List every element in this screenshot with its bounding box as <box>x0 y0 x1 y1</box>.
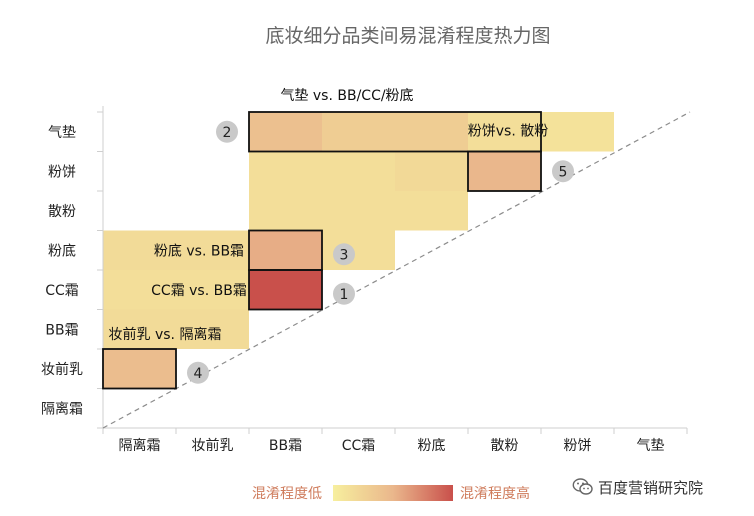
y-tick-label: 粉饼 <box>48 164 76 180</box>
heatmap-cell <box>249 270 322 310</box>
heatmap-cell <box>103 270 176 310</box>
y-tick-label: BB霜 <box>45 322 78 338</box>
callout-number: 2 <box>223 125 232 141</box>
heatmap-cell <box>322 191 395 231</box>
heatmap-cell <box>541 112 614 152</box>
y-tick-label: 妆前乳 <box>41 361 83 378</box>
heatmap-cell <box>103 309 176 349</box>
highlight-label: CC霜 vs. BB霜 <box>151 283 247 299</box>
y-tick-label: 散粉 <box>48 204 76 220</box>
heatmap-cell <box>176 230 249 270</box>
x-tick-label: BB霜 <box>269 438 302 454</box>
callout-number: 3 <box>340 247 349 263</box>
highlight-label: 粉底 vs. BB霜 <box>154 243 244 259</box>
x-tick-label: CC霜 <box>342 438 376 454</box>
heatmap-cell <box>103 230 176 270</box>
highlight-box <box>248 111 542 153</box>
heatmap-cell <box>249 112 322 152</box>
heatmap-cell <box>395 112 468 152</box>
watermark-text: 百度营销研究院 <box>598 478 704 497</box>
watermark: 百度营销研究院 <box>572 474 742 500</box>
highlight-label: 粉饼vs. 散粉 <box>468 124 548 140</box>
heatmap-cell <box>176 309 249 349</box>
callout-badge <box>187 361 209 384</box>
x-tick-label: 隔离霜 <box>119 437 161 454</box>
chart-title: 底妆细分品类间易混淆程度热力图 <box>265 25 550 47</box>
heatmap-cell <box>249 151 322 191</box>
heatmap-cell <box>468 112 541 152</box>
y-tick-label: 粉底 <box>48 243 76 259</box>
y-tick-label: 气垫 <box>48 125 76 141</box>
wechat-icon <box>572 478 593 495</box>
y-tick-label: 隔离霜 <box>41 400 83 417</box>
x-tick-label: 散粉 <box>491 438 519 454</box>
callout-badge <box>552 160 574 183</box>
heatmap-cell <box>395 191 468 231</box>
heatmap-cell <box>249 191 322 231</box>
highlight-box <box>102 348 177 390</box>
heatmap-cell <box>249 230 322 270</box>
heatmap-cell <box>176 270 249 310</box>
callout-number: 1 <box>340 287 349 303</box>
legend-low-label: 混淆程度低 <box>252 486 322 502</box>
legend-gradient-bar <box>333 485 453 501</box>
highlight-box <box>248 229 323 271</box>
callout-number: 5 <box>559 164 568 180</box>
x-tick-label: 粉饼 <box>564 438 592 454</box>
legend: 混淆程度低 混淆程度高 <box>252 485 530 502</box>
heatmap-cell <box>468 151 541 191</box>
x-tick-label: 妆前乳 <box>192 437 234 454</box>
heatmap-cell <box>322 112 395 152</box>
y-tick-label: CC霜 <box>45 283 79 299</box>
callout-badge <box>333 243 355 266</box>
heatmap-cell <box>322 151 395 191</box>
x-tick-label: 粉底 <box>418 438 446 454</box>
callout-number: 4 <box>194 366 203 382</box>
highlight-label: 妆前乳 vs. 隔离霜 <box>109 326 222 343</box>
callout-badge <box>216 120 238 143</box>
legend-high-label: 混淆程度高 <box>460 485 530 502</box>
highlight-box <box>467 150 542 192</box>
heatmap-cell <box>103 349 176 389</box>
highlight-label: 气垫 vs. BB/CC/粉底 <box>280 88 413 104</box>
heatmap-cell <box>322 230 395 270</box>
callout-badge <box>333 282 355 305</box>
heatmap-cell <box>395 151 468 191</box>
x-tick-label: 气垫 <box>637 438 665 454</box>
